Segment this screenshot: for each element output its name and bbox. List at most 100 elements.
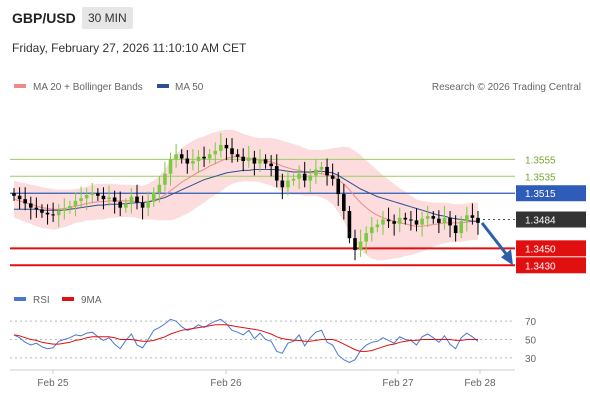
candle-body: [40, 209, 44, 213]
chart-header: GBP/USD 30 MIN: [0, 0, 590, 36]
bollinger-band: [14, 129, 478, 261]
candle-body: [196, 156, 201, 162]
level-label-1.3555: 1.3555: [525, 155, 556, 166]
candle-body: [431, 216, 436, 219]
candle-body: [17, 195, 22, 200]
level-tag-1.3450: [516, 240, 586, 257]
candle-body: [129, 196, 134, 204]
candle-body: [308, 175, 313, 181]
candle-body: [386, 219, 391, 222]
candle-body: [358, 241, 363, 251]
candle-body: [79, 198, 83, 201]
candle-body: [135, 196, 139, 203]
candle-body: [45, 212, 50, 215]
bollinger-band-area: [14, 129, 478, 261]
candle-body: [118, 201, 123, 208]
candle-body: [319, 166, 324, 170]
levels-layer: 1.3555 1.3535 1.3515 1.3484 1.3450 1.3430: [10, 155, 586, 274]
level-label-1.3515: 1.3515: [525, 189, 556, 200]
candle-body: [375, 224, 380, 228]
candle-body: [448, 217, 452, 226]
candle-body: [185, 158, 190, 164]
rsi-ma-legend-label: 9MA: [81, 295, 102, 306]
candle-body: [437, 218, 441, 223]
candle-body: [453, 225, 458, 234]
candle-body: [297, 173, 301, 179]
level-tag-1.3515: [516, 185, 586, 202]
candle-body: [84, 194, 89, 199]
ma20-legend-label: MA 20 + Bollinger Bands: [33, 82, 143, 93]
level-label-1.3430: 1.3430: [525, 261, 556, 272]
candle-body: [291, 178, 296, 181]
level-label-1.3535: 1.3535: [525, 172, 556, 183]
candle-body: [369, 227, 374, 234]
candle-body: [112, 197, 117, 202]
candle-body: [146, 201, 150, 208]
candle-body: [235, 154, 240, 157]
x-tick-label: Feb 26: [210, 378, 242, 389]
forecast-arrow: [480, 221, 513, 266]
candle-body: [224, 144, 229, 149]
ma50-legend-label: MA 50: [175, 82, 204, 93]
candle-body: [470, 215, 475, 218]
candle-body: [459, 221, 464, 234]
candle-body: [353, 238, 357, 251]
forecast-arrow-shaft: [480, 221, 510, 258]
candle-body: [157, 184, 162, 193]
candle-body: [207, 154, 212, 159]
candle-body: [56, 211, 61, 216]
candle-body: [286, 180, 290, 188]
candle-body: [364, 233, 368, 242]
candle-body: [230, 148, 234, 155]
candle-body: [174, 154, 178, 160]
candle-body: [73, 200, 78, 206]
candle-body: [476, 217, 480, 223]
candle-body: [23, 199, 27, 204]
candle-body: [202, 156, 206, 159]
candle-body: [168, 159, 173, 174]
ma50-line: [14, 169, 478, 222]
rsi-ma-legend-swatch: [62, 297, 74, 301]
rsi-legend-swatch: [14, 297, 26, 301]
candle-body: [414, 220, 419, 225]
candle-body: [51, 214, 55, 216]
candle-body: [219, 144, 223, 151]
level-tag-1.3484: [516, 211, 586, 228]
ma50-legend-swatch: [157, 84, 169, 88]
rsi-line: [13, 318, 479, 363]
candle-body: [213, 150, 218, 155]
candle-body: [246, 157, 251, 162]
candles-layer: [12, 133, 480, 261]
x-tick-label: Feb 25: [37, 378, 69, 389]
timeframe-button[interactable]: 30 MIN: [82, 7, 133, 29]
source-credit: Research © 2026 Trading Central: [432, 82, 581, 93]
candle-body: [314, 169, 318, 176]
forecast-arrow-head: [501, 249, 513, 266]
rsi-tick-30: 30: [525, 354, 537, 365]
candle-body: [425, 216, 430, 219]
candle-body: [191, 161, 195, 164]
level-label-1.3484: 1.3484: [525, 216, 556, 227]
candle-body: [325, 166, 329, 176]
candle-body: [34, 207, 39, 210]
rsi-ma-line: [13, 324, 478, 352]
ma20-legend-swatch: [14, 84, 26, 88]
rsi-tick-50: 50: [525, 336, 537, 347]
candle-body: [280, 180, 285, 188]
candle-body: [330, 175, 335, 179]
candle-body: [107, 197, 111, 200]
symbol-label: GBP/USD: [12, 10, 76, 26]
candle-body: [465, 215, 469, 222]
candle-body: [302, 173, 307, 181]
candle-body: [252, 157, 257, 164]
x-axis: Feb 25 Feb 26 Feb 27 Feb 28: [37, 370, 496, 389]
candle-body: [12, 193, 16, 196]
candle-body: [140, 202, 145, 208]
rsi-panel: 70 50 30: [10, 317, 537, 365]
candle-body: [101, 195, 106, 200]
candle-body: [62, 208, 67, 212]
candle-body: [263, 159, 268, 164]
candle-body: [90, 193, 95, 195]
candle-body: [68, 205, 72, 209]
